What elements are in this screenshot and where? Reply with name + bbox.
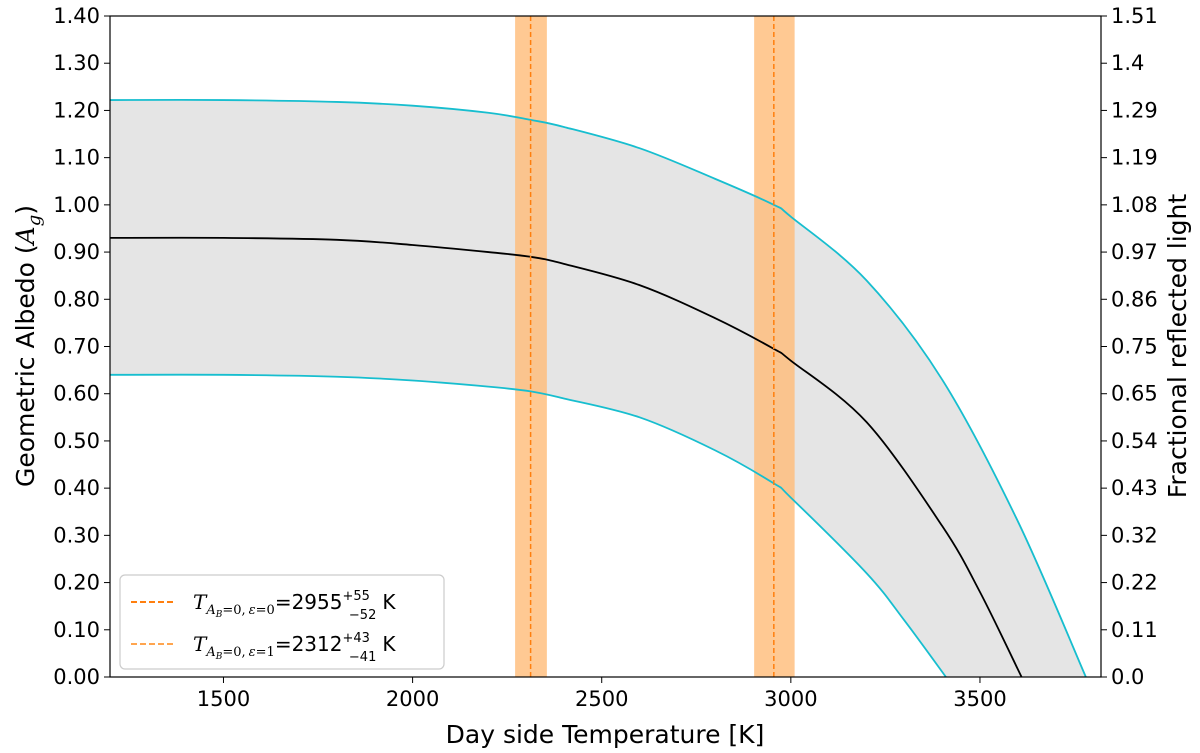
right-y-axis-ticks: 0.0 0.11 0.22 0.32 0.43 0.54 0.65 0.75 0.86 0.97 1… [1101,4,1158,689]
legend-entry-1: TAB=0, ε=0=2955+55 −52K [193,589,396,623]
left-y-tick-label: 1.10 [53,146,100,170]
right-y-tick-label: 0.11 [1111,618,1158,642]
x-tick-label: 1500 [197,687,250,711]
left-y-axis-ticks: 0.00 0.10 0.20 0.30 0.40 0.50 0.60 0.70 0.80 0.90… [53,4,110,689]
right-y-tick-label: 1.4 [1111,51,1144,75]
right-y-tick-label: 0.75 [1111,335,1158,359]
x-axis-title: Day side Temperature [K] [446,720,765,749]
right-y-tick-label: 1.51 [1111,4,1158,28]
left-y-tick-label: 0.50 [53,429,100,453]
left-y-tick-label: 0.70 [53,335,100,359]
left-y-axis-title: Geometric Albedo (Ag) [11,205,45,487]
left-y-tick-label: 0.60 [53,382,100,406]
left-y-tick-label: 0.10 [53,618,100,642]
right-y-tick-label: 0.65 [1111,382,1158,406]
right-y-tick-label: 1.29 [1111,98,1158,122]
central-albedo-line [110,236,1023,677]
right-y-tick-label: 0.32 [1111,523,1158,547]
left-y-tick-label: 1.20 [53,98,100,122]
right-y-tick-label: 0.86 [1111,287,1158,311]
right-y-tick-label: 0.54 [1111,429,1158,453]
x-tick-label: 2500 [575,687,628,711]
uncertainty-band [110,99,1086,677]
left-y-tick-label: 0.80 [53,287,100,311]
left-y-tick-label: 0.20 [53,571,100,595]
left-y-tick-label: 1.40 [53,4,100,28]
legend: TAB=0, ε=0=2955+55 −52K TAB=0, ε=1=2312+43−… [119,574,445,670]
x-axis-ticks: 1500 2000 2500 3000 3500 [197,677,1007,711]
right-y-tick-label: 0.43 [1111,476,1158,500]
right-y-tick-label: 0.22 [1111,571,1158,595]
left-y-tick-label: 0.90 [53,240,100,264]
x-tick-label: 3000 [764,687,817,711]
right-y-tick-label: 1.19 [1111,146,1158,170]
right-y-axis-title: Fractional reflected light [1163,194,1192,499]
left-y-tick-label: 1.30 [53,51,100,75]
left-y-tick-label: 0.00 [53,665,100,689]
x-tick-label: 3500 [953,687,1006,711]
right-y-tick-label: 1.08 [1111,193,1158,217]
x-tick-label: 2000 [386,687,439,711]
left-y-tick-label: 1.00 [53,193,100,217]
right-y-tick-label: 0.0 [1111,665,1144,689]
left-y-tick-label: 0.30 [53,523,100,547]
lower-bound-line [110,373,947,677]
right-y-tick-label: 0.97 [1111,240,1158,264]
upper-bound-line [110,99,1087,677]
legend-frame [119,574,445,670]
legend-entry-2: TAB=0, ε=1=2312+43 −41K [193,631,396,665]
left-y-tick-label: 0.40 [53,476,100,500]
